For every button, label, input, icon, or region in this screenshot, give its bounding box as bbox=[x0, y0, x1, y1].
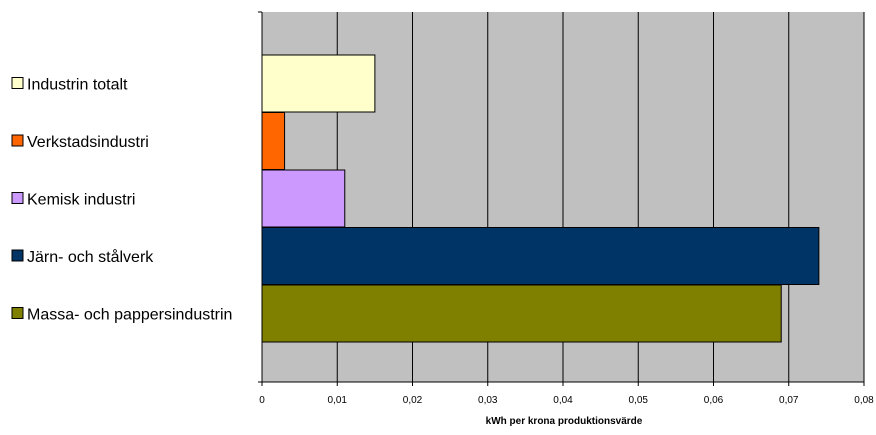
x-tick-label: 0,02 bbox=[403, 395, 423, 406]
x-tick-label: 0,08 bbox=[854, 395, 874, 406]
legend-swatch-1 bbox=[11, 77, 24, 89]
legend-label-1: Industrin totalt bbox=[27, 77, 128, 94]
legend-swatch-3 bbox=[11, 192, 24, 204]
x-tick-label: 0,03 bbox=[478, 395, 498, 406]
bar-5 bbox=[261, 284, 782, 343]
legend-swatch-2 bbox=[11, 134, 24, 147]
bar-2 bbox=[261, 112, 286, 170]
legend-swatch-5 bbox=[11, 307, 24, 319]
legend-label-2: Verkstadsindustri bbox=[27, 134, 149, 151]
x-tick-label: 0 bbox=[259, 395, 265, 406]
legend-label-3: Kemisk industri bbox=[27, 192, 135, 209]
x-tick-label: 0,06 bbox=[704, 395, 724, 406]
x-tick-label: 0,04 bbox=[553, 395, 573, 406]
x-tick-label: 0,05 bbox=[629, 395, 649, 406]
legend-label-4: Järn- och stålverk bbox=[27, 248, 154, 266]
legend-swatch-4 bbox=[11, 249, 24, 262]
x-axis-title: kWh per krona produktionsvärde bbox=[486, 416, 643, 427]
bar-3 bbox=[261, 169, 346, 228]
x-tick-label: 0,07 bbox=[779, 395, 799, 406]
bar-1 bbox=[261, 54, 376, 113]
bar-4 bbox=[261, 227, 820, 285]
legend-label-5: Massa- och pappersindustrin bbox=[27, 307, 232, 324]
x-tick-label: 0,01 bbox=[328, 395, 348, 406]
